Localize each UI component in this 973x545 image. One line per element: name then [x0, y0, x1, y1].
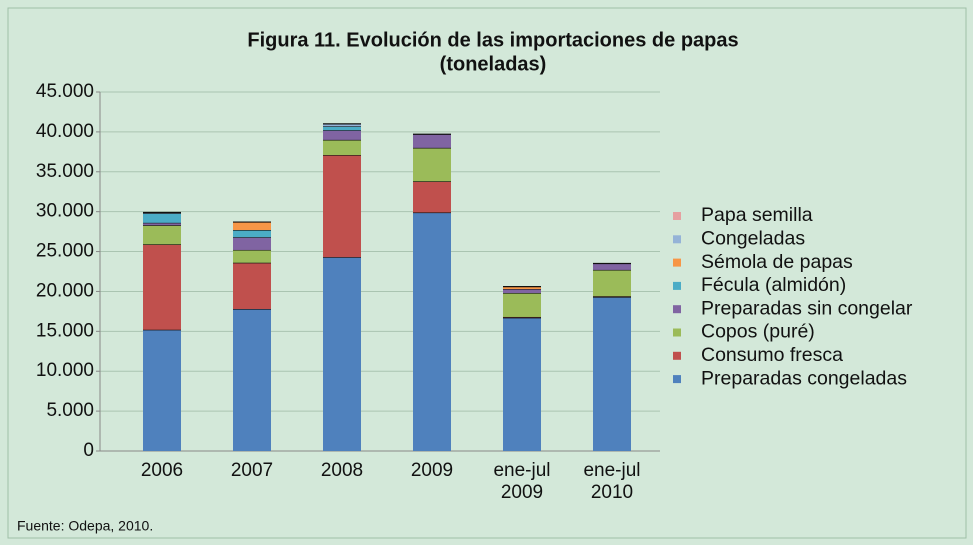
- y-tick-label: 20.000: [36, 280, 94, 301]
- legend-label: Sémola de papas: [701, 251, 853, 273]
- legend-label: Preparadas congeladas: [701, 367, 907, 389]
- bar-segment: [143, 244, 181, 330]
- legend-swatch: [673, 351, 681, 360]
- bar-segment: [233, 222, 271, 231]
- y-tick-label: 30.000: [36, 201, 94, 222]
- bar-segment: [233, 230, 271, 238]
- bar-segment: [323, 257, 361, 451]
- legend-swatch: [673, 212, 681, 220]
- bar-segment: [323, 123, 361, 127]
- bar-segment: [503, 289, 541, 294]
- chart-title: Figura 11. Evolución de las importacione…: [247, 29, 738, 51]
- legend-label: Consumo fresca: [701, 344, 843, 366]
- legend-label: Preparadas sin congelar: [701, 297, 913, 319]
- x-tick-label: 2007: [230, 460, 274, 481]
- bar-segment: [233, 237, 271, 250]
- legend-swatch: [673, 328, 681, 337]
- bar-segment: [503, 286, 541, 290]
- bar-segment: [233, 249, 271, 263]
- bar-segment: [593, 297, 631, 451]
- source: Fuente: Odepa, 2010.: [17, 518, 153, 534]
- chart-subtitle: (toneladas): [440, 53, 547, 75]
- x-tick-label: 2009: [410, 460, 454, 481]
- bar-segment: [503, 317, 541, 451]
- bar-segment: [143, 225, 181, 245]
- legend-swatch: [673, 281, 681, 290]
- y-tick-label: 40.000: [36, 121, 94, 142]
- y-tick-label: 15.000: [36, 320, 94, 341]
- bar-segment: [233, 308, 271, 451]
- y-tick-label: 45.000: [36, 81, 94, 102]
- legend-swatch: [673, 235, 681, 244]
- x-tick-label: ene-jul 2010: [583, 460, 641, 503]
- legend-swatch: [673, 305, 681, 314]
- bar-segment: [413, 134, 451, 148]
- bar-segment: [323, 130, 361, 140]
- bar-segment: [413, 212, 451, 451]
- y-tick-label: 25.000: [36, 241, 94, 262]
- bar-segment: [413, 181, 451, 213]
- bar-segment: [593, 269, 631, 297]
- bar-segment: [143, 222, 181, 226]
- x-tick-label: 2008: [320, 460, 364, 481]
- y-tick-label: 0: [83, 440, 94, 461]
- legend-label: Papa semilla: [701, 204, 813, 226]
- bar-segment: [323, 126, 361, 131]
- bar-segment: [323, 139, 361, 156]
- legend-swatch: [673, 375, 681, 384]
- legend-label: Copos (puré): [701, 321, 815, 343]
- x-tick-label: ene-jul 2009: [493, 460, 551, 503]
- bar-segment: [593, 263, 631, 270]
- legend-label: Congeladas: [701, 227, 805, 249]
- legend-swatch: [673, 258, 681, 267]
- bar-segment: [413, 147, 451, 182]
- y-tick-label: 5.000: [46, 400, 94, 421]
- bar-segment: [143, 213, 181, 223]
- bar-segment: [233, 262, 271, 309]
- bar-segment: [503, 293, 541, 317]
- border: [7, 7, 967, 539]
- bar-segment: [143, 329, 181, 451]
- bar-segment: [323, 155, 361, 258]
- y-tick-label: 35.000: [36, 161, 94, 182]
- x-tick-label: 2006: [140, 460, 184, 481]
- legend-label: Fécula (almidón): [701, 274, 846, 296]
- y-tick-label: 10.000: [36, 360, 94, 381]
